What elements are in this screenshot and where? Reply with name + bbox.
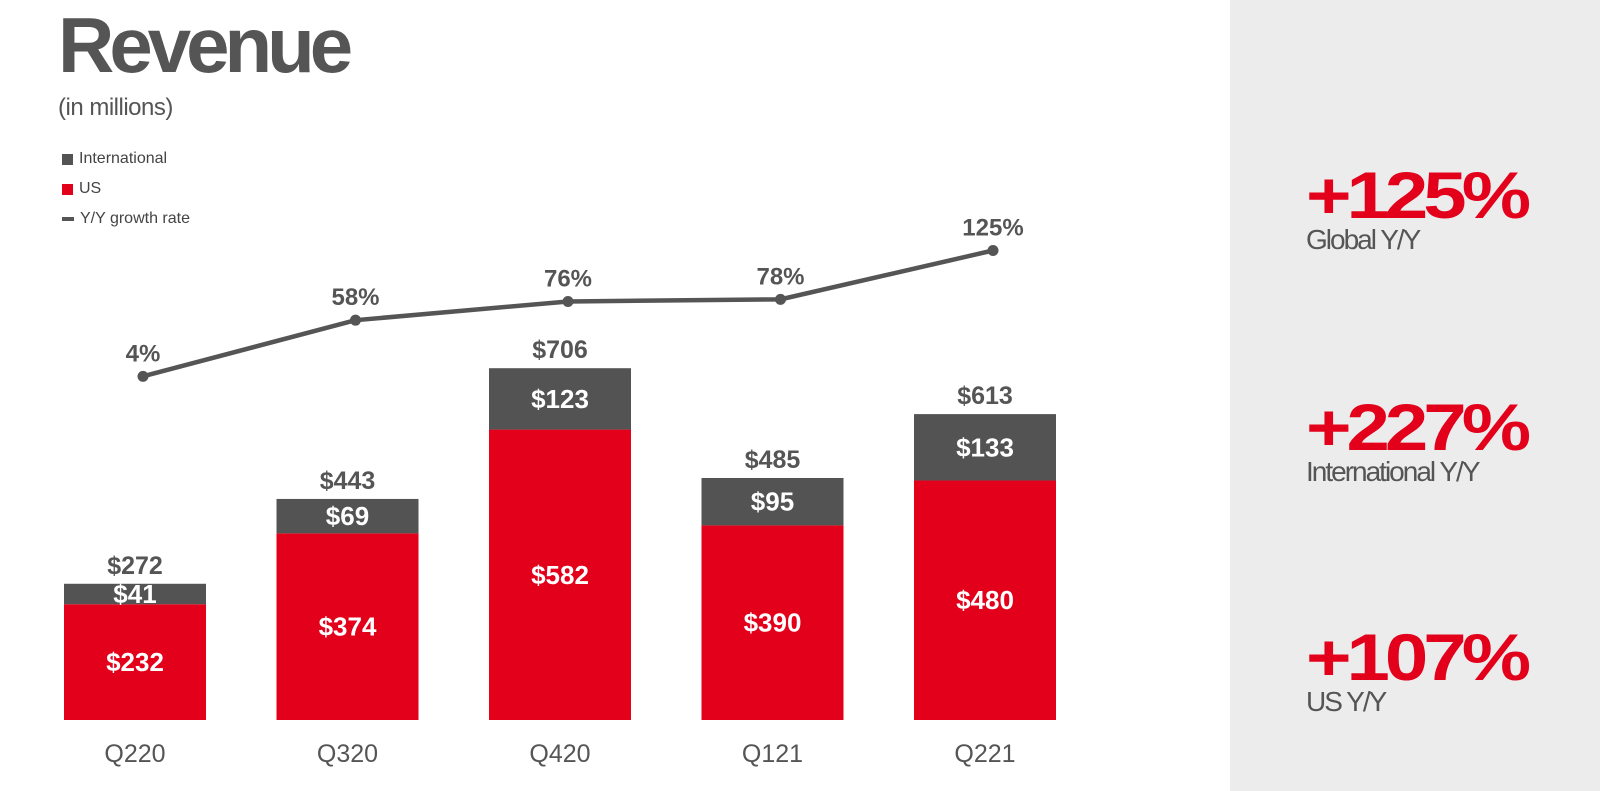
- growth-value-label-Q221: 125%: [962, 215, 1023, 242]
- growth-value-label-Q420: 76%: [544, 265, 592, 292]
- legend-swatch-us: [62, 183, 73, 195]
- kpi-international: +227% International Y/Y: [1306, 382, 1531, 488]
- international-bar-Q420: [489, 368, 631, 430]
- total-value-label-Q420: $706: [532, 336, 588, 364]
- kpi-international-value: +227%: [1306, 389, 1531, 465]
- us-value-label-Q320: $374: [319, 612, 377, 642]
- total-value-label-Q121: $485: [745, 446, 801, 474]
- international-value-label-Q320: $69: [326, 501, 369, 531]
- kpi-global-value: +125%: [1306, 157, 1531, 233]
- us-bar-Q220: [64, 604, 206, 720]
- legend-swatch-growth: [62, 217, 74, 221]
- us-bar-Q320: [276, 533, 419, 720]
- growth-point-Q320: [350, 314, 361, 326]
- chart-title: Revenue: [58, 1, 353, 89]
- total-value-label-Q220: $272: [107, 552, 163, 580]
- us-bar-Q121: [701, 525, 844, 720]
- legend-item-us: US: [62, 174, 190, 204]
- us-bar-Q221: [914, 480, 1056, 720]
- kpi-us-label: US Y/Y: [1306, 686, 1387, 717]
- chart-legend: International US Y/Y growth rate: [62, 144, 190, 234]
- kpi-panel: +125% Global Y/Y +227% International Y/Y…: [1230, 0, 1600, 791]
- growth-point-Q221: [987, 245, 999, 256]
- total-value-label-Q320: $443: [320, 467, 376, 495]
- us-bar-Q420: [489, 429, 631, 720]
- x-tick-label-Q220: Q220: [104, 740, 165, 768]
- chart-subtitle: (in millions): [58, 94, 173, 121]
- x-tick-label-Q320: Q320: [317, 740, 378, 768]
- us-value-label-Q121: $390: [744, 608, 802, 638]
- x-tick-label-Q121: Q121: [742, 740, 803, 768]
- kpi-us-value: +107%: [1306, 619, 1531, 695]
- kpi-international-label: International Y/Y: [1306, 456, 1481, 487]
- legend-label-growth: Y/Y growth rate: [80, 210, 190, 227]
- international-bar-Q320: [276, 498, 419, 534]
- x-tick-label-Q221: Q221: [954, 740, 1015, 768]
- legend-item-growth: Y/Y growth rate: [62, 204, 190, 234]
- revenue-chart: $232 $41$272 Q220 $374 $69 $443 Q320 $582 $123 $7…: [64, 215, 1056, 768]
- kpi-global-label: Global Y/Y: [1306, 224, 1421, 255]
- us-value-label-Q420: $582: [531, 560, 589, 590]
- growth-value-label-Q220: 4%: [126, 340, 161, 367]
- growth-value-label-Q121: 78%: [756, 263, 804, 290]
- growth-point-Q420: [562, 295, 574, 307]
- international-value-label-Q220: $41: [113, 579, 156, 609]
- international-value-label-Q420: $123: [531, 384, 589, 414]
- legend-swatch-international: [62, 153, 73, 165]
- international-bar-Q220: [64, 583, 206, 605]
- us-value-label-Q220: $232: [106, 647, 164, 677]
- growth-point-Q220: [137, 370, 149, 382]
- international-value-label-Q121: $95: [751, 487, 794, 517]
- kpi-us: +107% US Y/Y: [1306, 612, 1531, 718]
- legend-label-international: International: [79, 150, 168, 167]
- legend-label-us: US: [79, 180, 102, 197]
- international-value-label-Q221: $133: [956, 432, 1014, 462]
- legend-item-international: International: [62, 144, 190, 174]
- x-tick-label-Q420: Q420: [529, 740, 590, 768]
- growth-value-label-Q320: 58%: [331, 284, 379, 311]
- growth-point-Q121: [775, 293, 786, 305]
- international-bar-Q121: [701, 477, 844, 526]
- us-value-label-Q221: $480: [956, 585, 1014, 615]
- kpi-global: +125% Global Y/Y: [1306, 150, 1531, 256]
- international-bar-Q221: [914, 414, 1056, 481]
- total-value-label-Q221: $613: [957, 382, 1013, 410]
